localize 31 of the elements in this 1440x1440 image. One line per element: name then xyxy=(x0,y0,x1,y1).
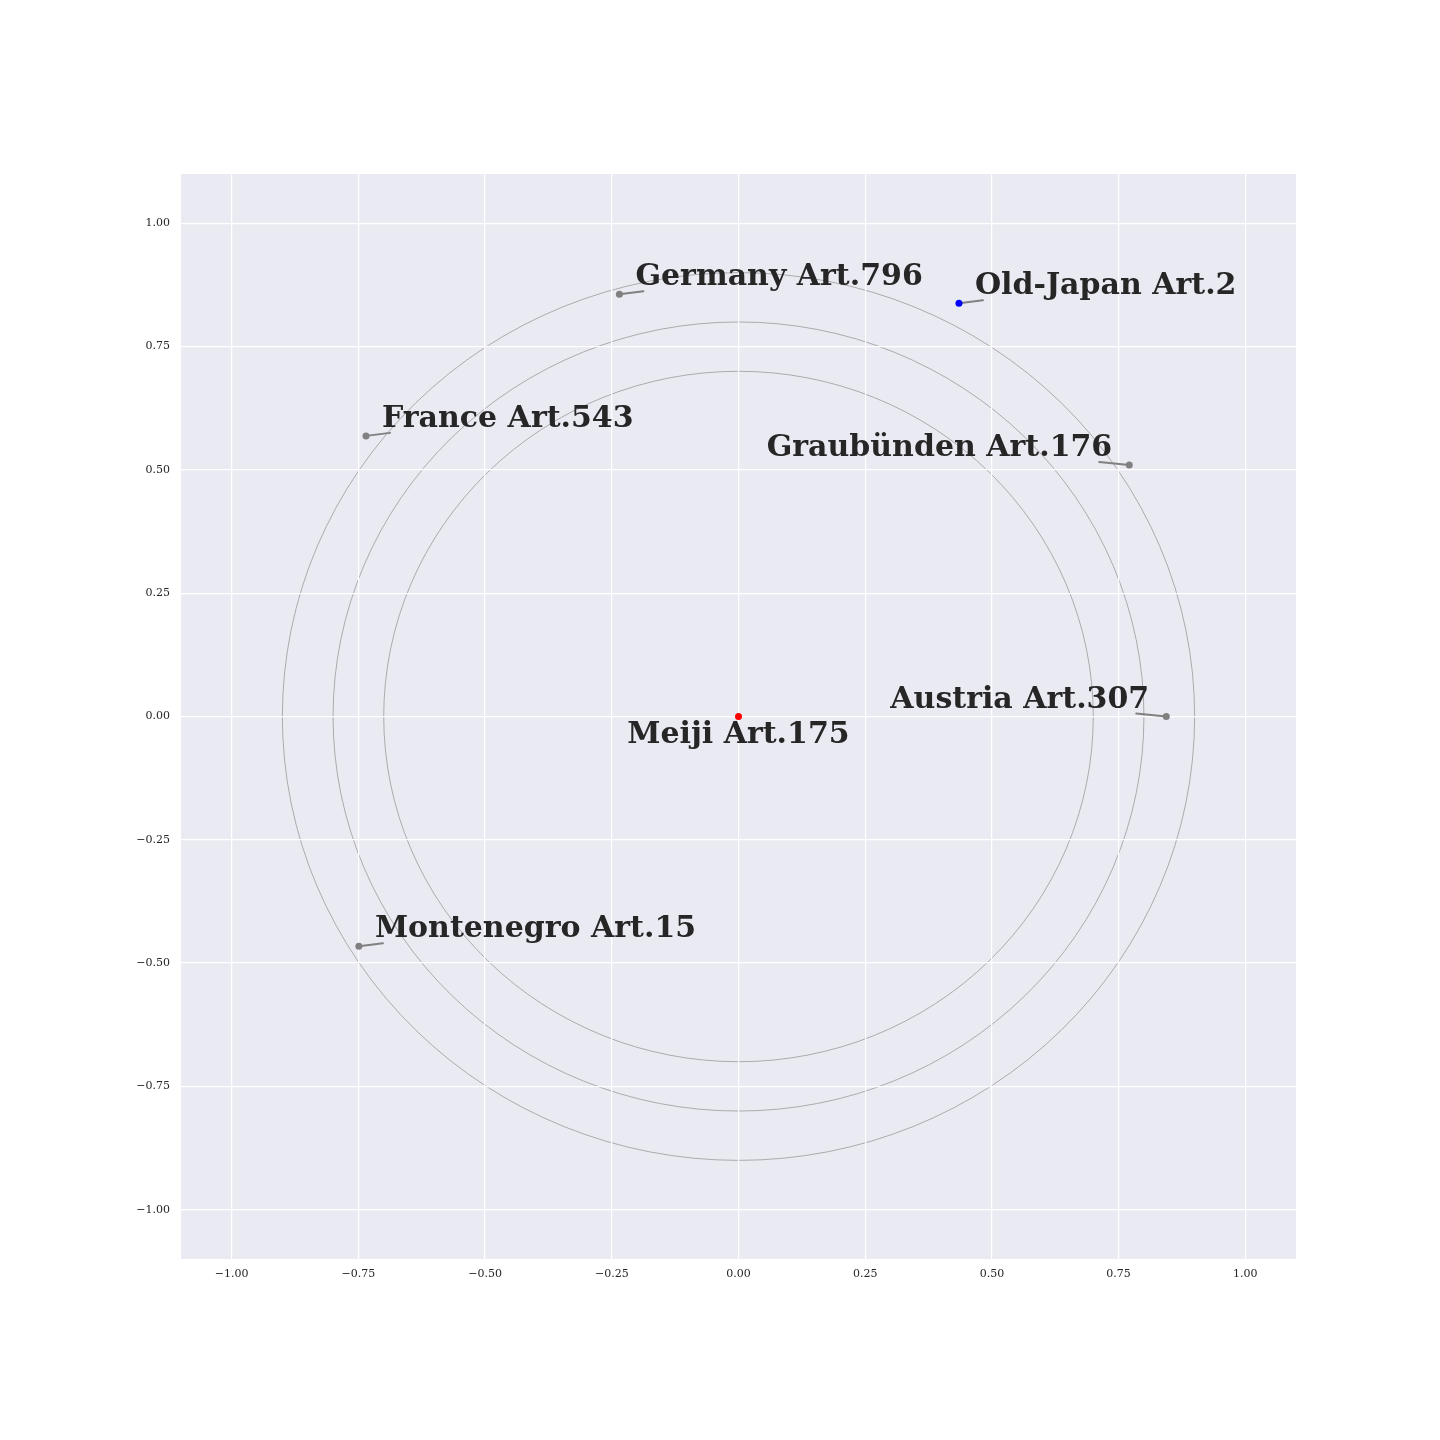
annotation: Germany Art.796 xyxy=(635,257,923,293)
x-tick-label: −0.75 xyxy=(341,1267,376,1281)
y-tick-label: 0.25 xyxy=(145,586,170,600)
x-tick-label: 0.75 xyxy=(1106,1267,1131,1281)
annotation: Montenegro Art.15 xyxy=(374,909,697,945)
annotation: Graubünden Art.176 xyxy=(766,427,1113,463)
x-tick-label: 0.00 xyxy=(726,1267,751,1281)
point xyxy=(362,432,370,440)
x-tick-label: −1.00 xyxy=(214,1267,249,1281)
y-tick-label: −1.00 xyxy=(136,1202,170,1216)
y-tick-label: −0.75 xyxy=(136,1079,170,1093)
annotation: France Art.543 xyxy=(381,398,634,434)
y-tick-label: 0.00 xyxy=(145,709,170,723)
x-tick-label: 0.50 xyxy=(979,1267,1005,1281)
x-tick-label: −0.25 xyxy=(594,1267,629,1281)
point xyxy=(355,942,363,950)
x-tick-label: 1.00 xyxy=(1233,1267,1258,1281)
annotation: Meiji Art.175 xyxy=(627,714,850,750)
annotation: Old-Japan Art.2 xyxy=(974,266,1237,302)
y-tick-label: −0.25 xyxy=(136,832,170,846)
point xyxy=(615,290,623,298)
y-tick-label: 0.75 xyxy=(145,339,170,353)
point xyxy=(1162,713,1170,720)
y-tick-label: 1.00 xyxy=(145,216,170,230)
x-tick-label: −0.50 xyxy=(468,1267,502,1281)
y-tick-label: 0.50 xyxy=(145,462,170,476)
point xyxy=(1125,461,1133,469)
y-tick-label: −0.50 xyxy=(136,955,170,969)
point xyxy=(955,299,963,307)
annotation: Austria Art.307 xyxy=(889,679,1150,715)
x-tick-label: 0.25 xyxy=(852,1267,878,1281)
